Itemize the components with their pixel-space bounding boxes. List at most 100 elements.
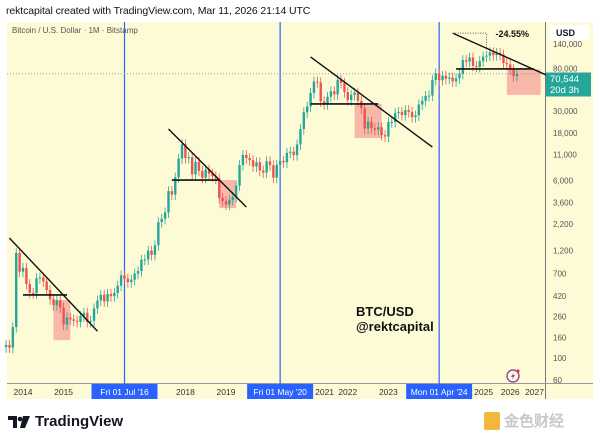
price-tick-label: 3,600 — [553, 199, 574, 208]
candle — [15, 247, 18, 333]
candle-body — [119, 275, 123, 286]
date-marker-badge — [91, 384, 158, 399]
candle-body — [82, 312, 86, 317]
candle-body — [377, 127, 380, 130]
candle-body — [333, 91, 336, 95]
candle — [187, 152, 190, 164]
candle-body — [25, 267, 28, 285]
candle — [106, 289, 109, 307]
candle — [133, 268, 136, 286]
candle — [255, 157, 258, 173]
candle — [329, 86, 333, 103]
candle — [333, 86, 336, 100]
candle-body — [204, 169, 207, 178]
year-tick-label: 2014 — [14, 387, 33, 397]
year-tick-label: 2027 — [525, 387, 544, 397]
candle-body — [59, 300, 62, 308]
candle-body — [265, 161, 268, 173]
candle-body — [146, 250, 150, 260]
candle-body — [278, 160, 282, 165]
candle-body — [478, 61, 481, 67]
trendline — [8, 237, 98, 332]
candle — [42, 272, 45, 287]
candle-body — [481, 56, 485, 62]
candle — [228, 195, 231, 211]
candle-body — [86, 312, 89, 322]
candle-body — [11, 327, 15, 348]
chart-header: rektcapital created with TradingView.com… — [6, 5, 311, 17]
candle-body — [468, 57, 471, 62]
candle-body — [448, 77, 451, 79]
candle — [346, 87, 349, 106]
candle-body — [312, 81, 316, 94]
year-tick-label: 2025 — [474, 387, 493, 397]
candle — [170, 186, 174, 201]
candle-body — [55, 300, 59, 306]
candle — [339, 74, 343, 89]
candle-body — [316, 81, 319, 83]
tradingview-logo[interactable]: TradingView — [8, 413, 123, 430]
candle-body — [153, 245, 157, 255]
candle-body — [207, 169, 211, 174]
candle-body — [414, 115, 417, 118]
price-tick-label: 80,000 — [553, 64, 578, 73]
candle-body — [234, 185, 238, 198]
candle — [272, 160, 275, 184]
candle-body — [495, 52, 498, 56]
candle — [262, 165, 265, 179]
candle — [380, 122, 383, 141]
candle — [363, 103, 366, 135]
candle-body — [92, 308, 96, 321]
candle — [319, 77, 322, 107]
candle-body — [431, 79, 434, 96]
candle — [184, 139, 187, 164]
candle — [119, 270, 123, 292]
drawdown-box — [506, 69, 541, 95]
candle-body — [380, 127, 383, 136]
trendline — [452, 32, 552, 78]
date-marker-label: Fri 01 May '20 — [253, 387, 307, 397]
candle-body — [434, 73, 437, 80]
last-price-value: 70,544 — [550, 74, 579, 85]
candle-body — [349, 94, 353, 100]
candle — [113, 288, 116, 302]
plot-area[interactable] — [7, 22, 545, 383]
candle — [21, 262, 25, 278]
candle — [292, 146, 295, 161]
candle — [366, 116, 370, 135]
price-tick-label: 30,000 — [553, 107, 578, 116]
currency-badge[interactable] — [549, 25, 589, 40]
candle — [31, 287, 35, 299]
lightning-icon[interactable] — [506, 369, 520, 383]
candle-body — [113, 292, 116, 297]
candle — [62, 302, 65, 330]
date-marker-label: Fri 01 Jul '16 — [100, 387, 149, 397]
year-tick-label: 2018 — [176, 387, 195, 397]
candle-body — [427, 95, 431, 97]
candle-body — [140, 259, 143, 272]
candle-body — [465, 60, 468, 62]
candle — [373, 123, 377, 136]
candle-body — [336, 79, 339, 95]
candle — [130, 274, 133, 288]
candle — [349, 90, 353, 106]
last-price-label: 70,544 20d 3h — [546, 72, 591, 97]
currency-label: USD — [556, 28, 576, 38]
candle — [410, 106, 414, 123]
candle — [431, 75, 434, 102]
candle — [153, 240, 157, 261]
candle — [160, 213, 163, 228]
drawdown-box — [53, 300, 71, 341]
candle-body — [363, 108, 366, 129]
candle-body — [31, 292, 35, 294]
candle-body — [373, 128, 377, 130]
candle — [387, 117, 390, 143]
candle-body — [174, 177, 177, 195]
candle — [278, 155, 282, 171]
candle-body — [451, 77, 454, 82]
candle — [465, 55, 468, 68]
candle — [25, 262, 28, 290]
candle — [393, 108, 397, 128]
candle — [306, 101, 309, 118]
